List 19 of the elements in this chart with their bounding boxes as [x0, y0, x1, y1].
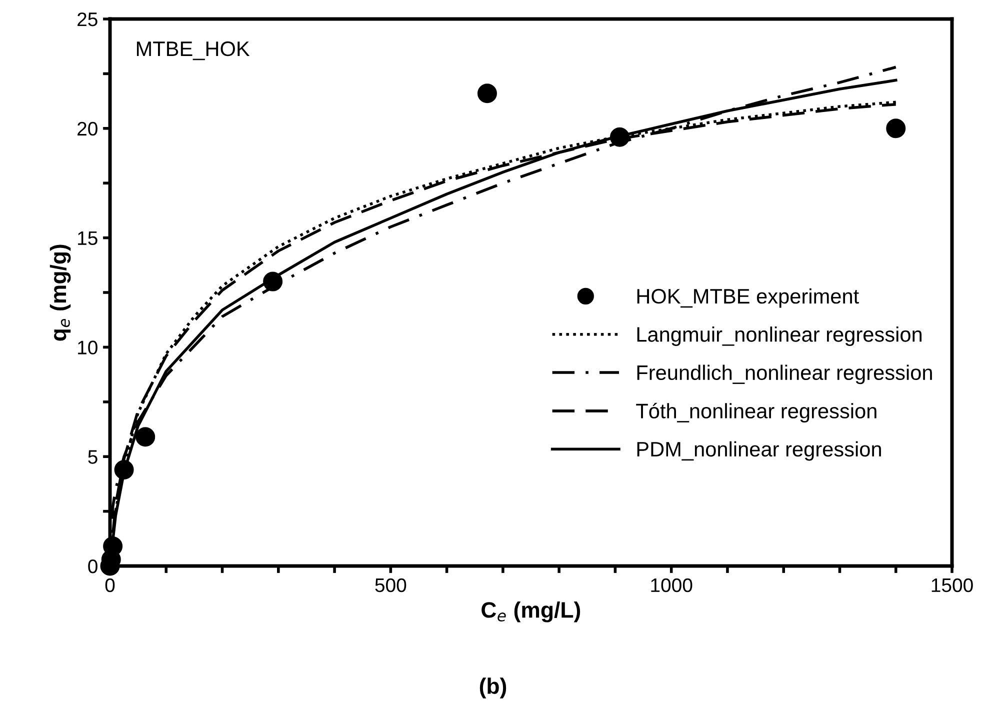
y-tick-label: 5	[88, 450, 98, 464]
y-axis-title: q$_{e}$ (mg/g)	[50, 244, 71, 341]
x-tick-label: 1000	[651, 578, 692, 592]
x-tick-label: 1500	[932, 578, 973, 592]
y-tick-label: 10	[78, 340, 98, 354]
x-tick-label: 500	[375, 578, 406, 592]
legend-label: Tóth_nonlinear regression	[636, 402, 876, 423]
annotation: MTBE_HOK	[136, 41, 250, 60]
x-axis-title: C$_{e}$ (mg/L)	[482, 601, 580, 622]
legend-label: Freundlich_nonlinear regression	[637, 364, 932, 384]
legend-label: HOK_MTBE experiment	[637, 288, 859, 308]
text: (b)	[480, 678, 506, 698]
x-tick-label: 0	[105, 578, 115, 592]
y-tick-label: 0	[88, 559, 98, 574]
y-tick-label: 25	[78, 12, 98, 26]
legend-label: Langmuir_nonlinear regression	[637, 326, 922, 346]
legend-label: PDM_nonlinear regression	[637, 441, 881, 461]
y-tick-label: 15	[78, 231, 98, 246]
y-tick-label: 20	[78, 122, 98, 136]
